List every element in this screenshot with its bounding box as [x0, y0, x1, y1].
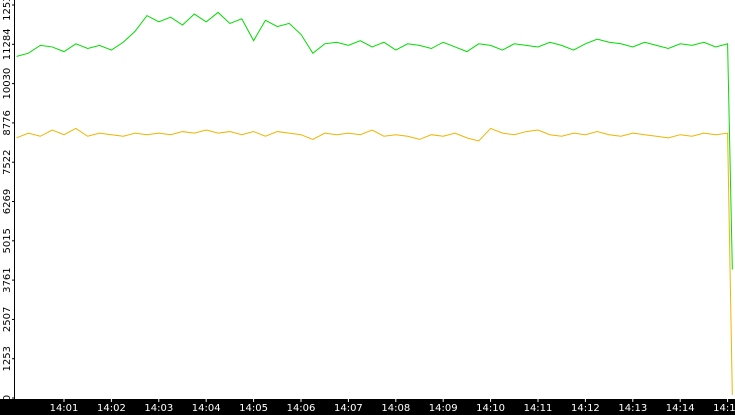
x-tick-label: 14:02	[97, 403, 126, 414]
x-tick-label: 14:07	[334, 403, 363, 414]
y-tick-label: 8776	[2, 110, 13, 135]
x-tick-label: 14:05	[239, 403, 268, 414]
x-tick-label: 14:11	[524, 403, 553, 414]
y-tick-label: 12538	[2, 0, 13, 21]
x-tick-label: 14:09	[429, 403, 458, 414]
series-line	[16, 127, 733, 395]
y-tick-label: 10030	[2, 68, 13, 100]
y-tick-label: 5015	[2, 228, 13, 253]
x-tick-label: 14:15	[713, 403, 735, 414]
x-tick-label: 14:08	[381, 403, 410, 414]
x-tick-label: 14:13	[618, 403, 647, 414]
y-tick-label: 6269	[2, 189, 13, 214]
x-tick-label: 14:03	[144, 403, 173, 414]
x-tick-label: 14:14	[666, 403, 695, 414]
x-axis-band	[0, 399, 735, 415]
x-tick-label: 14:04	[192, 403, 221, 414]
y-tick-label: 3761	[2, 267, 13, 292]
x-tick-label: 14:12	[571, 403, 600, 414]
series-line	[16, 11, 733, 270]
x-tick-label: 14:01	[50, 403, 79, 414]
y-tick-label: 11284	[2, 28, 13, 60]
x-tick-label: 14:10	[476, 403, 505, 414]
y-tick-label: 0	[2, 395, 13, 401]
y-tick-label: 2507	[2, 307, 13, 332]
y-tick-label: 1253	[2, 346, 13, 371]
y-tick-label: 7522	[2, 149, 13, 174]
x-tick-label: 14:06	[287, 403, 316, 414]
